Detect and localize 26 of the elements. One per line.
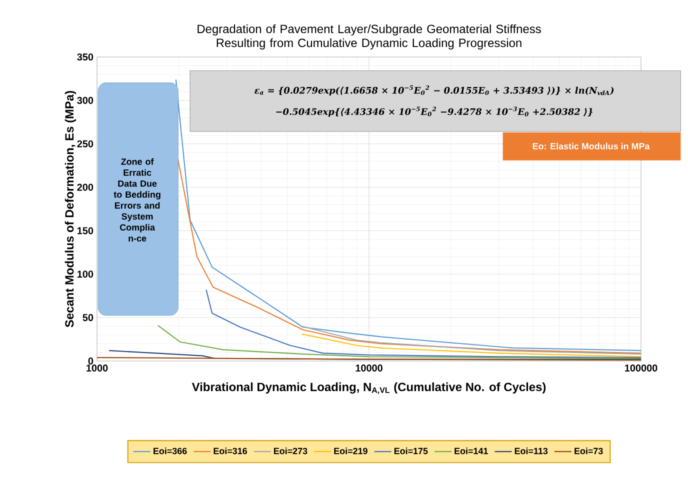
y-tick-label: 250 [77, 140, 94, 148]
y-tick-label: 50 [82, 314, 94, 322]
text: −0.5045exp{⟨4.43346 × 10$^{−5}$E$_{0}$$^{2}$ −9.4278 × 10$^{−3}$E$_{0}$ +2.50382 ⟩} [276, 106, 593, 117]
y-tick-label: 300 [77, 96, 94, 104]
legend-label: Eoi=366 [154, 448, 187, 454]
legend-label: Eoi=73 [574, 448, 603, 454]
x-tick-label: 1000 [86, 364, 108, 372]
y-tick-label: 200 [77, 184, 94, 191]
annotation: Zone of Erratic Data Due to Bedding Errors and System Complia n-ce [114, 158, 160, 242]
x-tick-label: 10000 [356, 364, 382, 372]
legend-label: Eoi=175 [394, 448, 428, 454]
y-axis-title: Secant Modulus of Deformation, Es (MPa) [64, 91, 76, 328]
legend-label: Eoi=273 [274, 448, 308, 454]
legend-label: Eoi=316 [214, 448, 247, 454]
y-tick-label: 350 [77, 53, 94, 61]
x-tick-label: 100000 [625, 364, 658, 372]
annotation: Eo: Elastic Modulus in MPa [532, 142, 650, 150]
legend-label: Eoi=141 [454, 448, 488, 454]
legend-label: Eoi=219 [334, 448, 368, 454]
y-tick-label: 0 [88, 357, 94, 365]
legend-label: Eoi=113 [514, 448, 548, 454]
y-tick-label: 100 [77, 270, 94, 278]
chart-title: Degradation of Pavement Layer/Subgrade Geomaterial Stiffness Resulting from Cumulative Dynamic Loading Progression [198, 24, 541, 50]
x-axis-title: Vibrational Dynamic Loading, N$_{A,VL}$ (Cumulative No. of Cycles) [192, 382, 546, 394]
text: ε$_{a}$ = {0.0279exp(⟨1.6658 × 10$^{−5}$E$_{0}$$^{2}$ − 0.0155E$_{0}$ + 3.53493 ⟩)} × ln(N$_{vdA}$) [254, 85, 614, 96]
y-tick-label: 150 [77, 227, 94, 234]
